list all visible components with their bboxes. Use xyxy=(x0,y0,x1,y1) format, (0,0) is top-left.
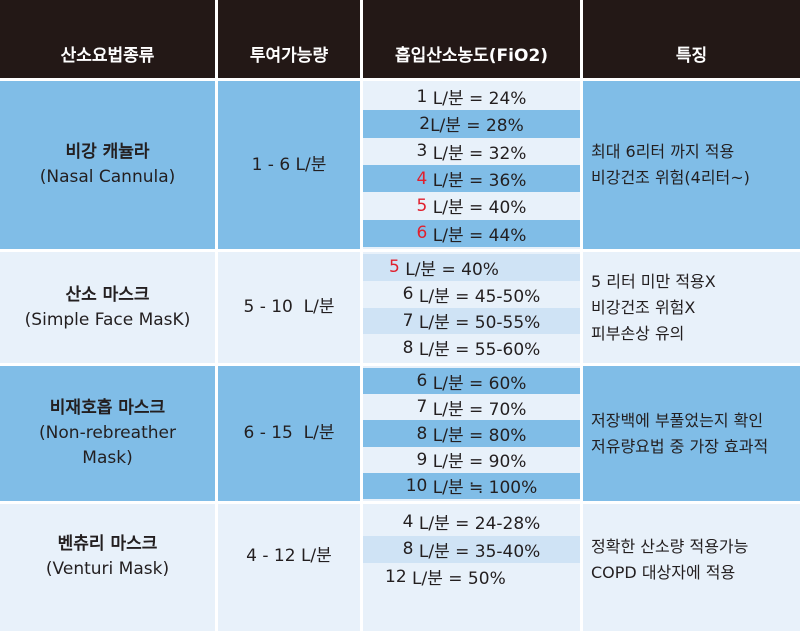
row1-type: 비강 캐뉼라 (Nasal Cannula) xyxy=(0,81,215,249)
fio2-item: 6 L/분 = 45-50% xyxy=(363,280,580,308)
row2-features: 5 리터 미만 적용X 비강건조 위험X 피부손상 유의 xyxy=(583,252,800,363)
row2-type: 산소 마스크 (Simple Face MasK) xyxy=(0,252,215,363)
fio2-item: 4 L/분 = 24-28% xyxy=(363,508,580,536)
fio2-item: 5 L/분 = 40% xyxy=(363,254,580,281)
row4-name-ko: 벤츄리 마스크 xyxy=(57,534,158,554)
fio2-item: 9 L/분 = 90% xyxy=(363,446,580,473)
fio2-item: 8 L/분 = 55-60% xyxy=(363,334,580,361)
row2-fio2: 5 L/분 = 40% 6 L/분 = 45-50% 7 L/분 = 50-55… xyxy=(363,252,580,363)
row4-name-en: (Venturi Mask) xyxy=(45,559,170,579)
row2-name-en: (Simple Face MasK) xyxy=(24,309,191,330)
row1-features: 최대 6리터 까지 적용 비강건조 위험(4리터~) xyxy=(583,81,800,249)
row3-fio2: 6 L/분 = 60% 7 L/분 = 70% 8 L/분 = 80% 9 L/… xyxy=(363,366,580,501)
fio2-item: 4 L/분 = 36% xyxy=(363,164,580,193)
fio2-item: 12 L/분 = 50% xyxy=(363,563,580,591)
row3-name-en: (Non-rebreather Mask) xyxy=(39,423,176,468)
row3-name-ko: 비재호흡 마스크 xyxy=(49,398,166,418)
row1-name-en: (Nasal Cannula) xyxy=(39,167,176,187)
fio2-item: 6 L/분 = 60% xyxy=(363,368,580,395)
fio2-item: 7 L/분 = 50-55% xyxy=(363,307,580,335)
fio2-item: 6 L/분 = 44% xyxy=(363,219,580,247)
fio2-item: 5 L/분 = 40% xyxy=(363,192,580,220)
fio2-item: 7 L/분 = 70% xyxy=(363,394,580,421)
row1-fio2: 1 L/분 = 24% 2 L/분 = 28% 3 L/분 = 32% 4 L/분… xyxy=(363,81,580,249)
row2-dose: 5 - 10 L/분 xyxy=(218,252,360,363)
row1-name-ko: 비강 캐뉼라 xyxy=(65,142,150,162)
header-fio2: 흡입산소농도(FiO2) xyxy=(363,0,580,78)
row3-type: 비재호흡 마스크 (Non-rebreather Mask) xyxy=(0,366,215,501)
fio2-item: 8 L/분 = 35-40% xyxy=(363,535,580,563)
row4-fio2: 4 L/분 = 24-28% 8 L/분 = 35-40% 12 L/분 = 5… xyxy=(363,504,580,631)
header-features: 특징 xyxy=(583,0,800,78)
row4-type: 벤츄리 마스크 (Venturi Mask) xyxy=(0,504,215,631)
fio2-item: 8 L/분 = 80% xyxy=(363,420,580,447)
header-dose: 투여가능량 xyxy=(218,0,360,78)
fio2-item: 10 L/분 ≒ 100% xyxy=(363,472,580,500)
header-type: 산소요법종류 xyxy=(0,0,215,78)
fio2-item: 1 L/분 = 24% xyxy=(363,83,580,111)
row2-name-ko: 산소 마스크 xyxy=(65,284,150,305)
row1-dose: 1 - 6 L/분 xyxy=(218,81,360,249)
fio2-item: 3 L/분 = 32% xyxy=(363,137,580,165)
row4-dose: 4 - 12 L/분 xyxy=(218,504,360,631)
fio2-item: 2 L/분 = 28% xyxy=(363,110,580,138)
row3-features: 저장백에 부풀었는지 확인 저유량요법 중 가장 효과적 xyxy=(583,366,800,501)
row3-dose: 6 - 15 L/분 xyxy=(218,366,360,501)
row4-features: 정확한 산소량 적용가능 COPD 대상자에 적용 xyxy=(583,504,800,631)
